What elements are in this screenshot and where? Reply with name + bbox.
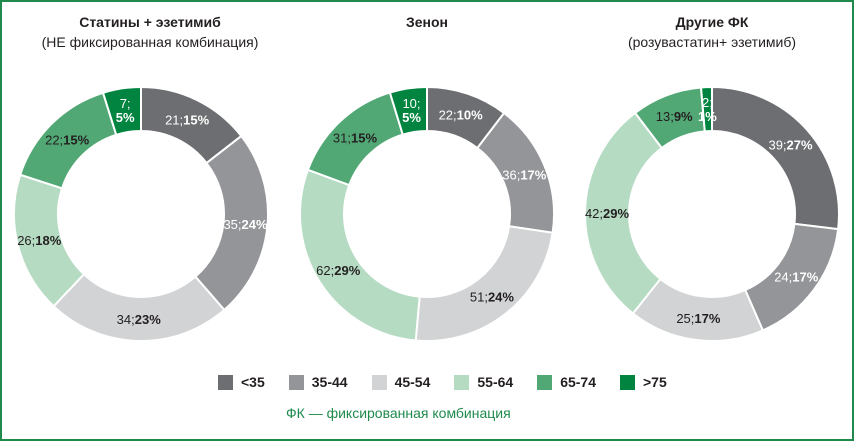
chart-3-segment-55-64 <box>584 111 664 315</box>
chart-3-segment->75 <box>699 85 713 133</box>
chart-1-segment->75 <box>101 85 142 137</box>
chart-2-data-label: 51;24% <box>470 290 515 305</box>
chart-1-data-label: 21;15% <box>165 113 210 128</box>
chart-2-segment->75 <box>388 85 428 136</box>
chart-3-data-label: 24;17% <box>774 270 819 285</box>
legend-label: 65-74 <box>560 374 596 390</box>
chart-3-segment-<35 <box>711 85 840 231</box>
chart-2-data-label: 10; 5% <box>402 96 421 125</box>
chart-3-subtitle: (розувастатин+ эзетимиб) <box>627 34 797 50</box>
legend-swatch <box>371 374 387 390</box>
chart-1-data-label: 34;23% <box>117 312 162 327</box>
legend-item: 35-44 <box>288 374 348 390</box>
legend-swatch <box>288 374 304 390</box>
chart-3-data-label: 42;29% <box>585 206 630 221</box>
footnote: ФК — фиксированная комбинация <box>286 405 511 421</box>
legend-label: <35 <box>241 374 265 390</box>
chart-2-title-block: Зенон <box>277 12 577 32</box>
legend-item: >75 <box>620 374 667 390</box>
chart-1-title: Статины + эзетимиб <box>79 14 221 30</box>
chart-3-data-label: 25;17% <box>676 311 721 326</box>
chart-2-segment-55-64 <box>299 168 421 342</box>
legend-item: <35 <box>218 374 265 390</box>
legend-swatch <box>218 374 233 390</box>
legend-label: 35-44 <box>311 374 348 390</box>
legend-swatch <box>537 374 553 390</box>
chart-2-data-label: 62;29% <box>316 263 361 278</box>
chart-2-segment-45-54 <box>414 225 554 342</box>
legend-label: 55-64 <box>477 374 514 390</box>
chart-3-data-label: 2; 1% <box>698 95 717 124</box>
legend-swatch <box>454 374 470 390</box>
chart-3-data-label: 39;27% <box>768 137 813 152</box>
chart-2-data-label: 22;10% <box>439 108 484 123</box>
chart-1-subtitle: (НЕ фиксированная комбинация) <box>41 34 259 50</box>
chart-1-data-label: 35;24% <box>223 217 268 232</box>
chart-1-data-label: 22;15% <box>45 132 90 147</box>
legend: <35 35-44 45-54 55-64 65-74 >75 <box>218 374 691 390</box>
chart-3-title-block: Другие ФК (розувастатин+ эзетимиб) <box>562 12 854 52</box>
legend-swatch <box>620 374 635 390</box>
chart-1-title-block: Статины + эзетимиб (НЕ фиксированная ком… <box>0 12 300 52</box>
chart-2-data-label: 31;15% <box>333 131 378 146</box>
chart-3-title: Другие ФК <box>675 14 749 30</box>
chart-1-data-label: 7; 5% <box>116 96 135 125</box>
legend-label: 45-54 <box>394 374 431 390</box>
legend-item: 55-64 <box>454 374 513 390</box>
chart-2-title: Зенон <box>405 14 449 30</box>
legend-item: 65-74 <box>537 374 596 390</box>
chart-3-data-label: 13;9% <box>656 109 693 124</box>
chart-1-segment-45-54 <box>52 272 226 342</box>
legend-label: >75 <box>643 374 667 390</box>
legend-item: 45-54 <box>371 374 431 390</box>
chart-2-data-label: 36;17% <box>502 168 547 183</box>
chart-1-data-label: 26;18% <box>17 233 62 248</box>
